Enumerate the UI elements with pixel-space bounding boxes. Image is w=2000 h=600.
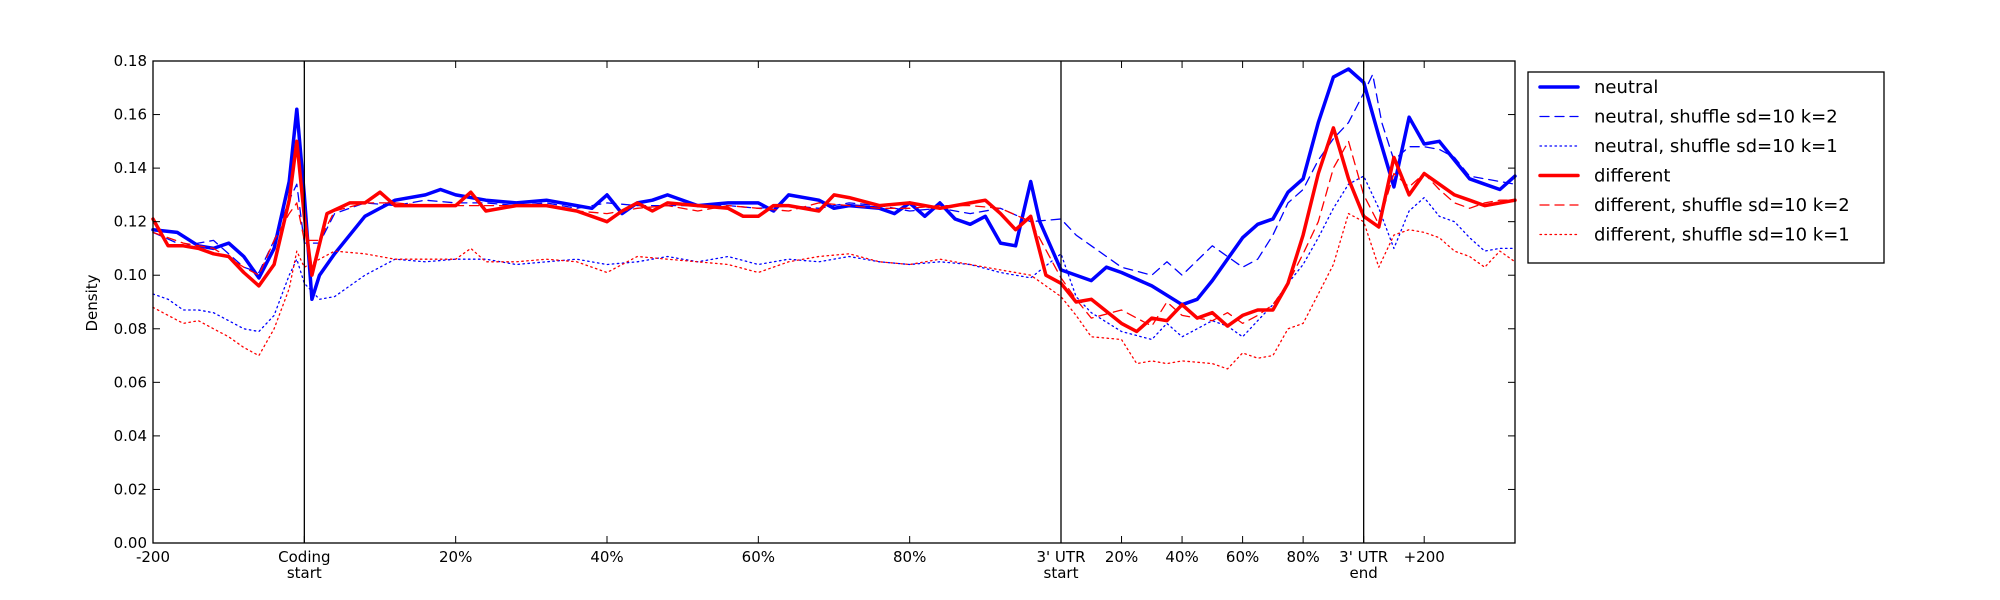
y-tick-label: 0.12 (114, 213, 147, 231)
x-tick-label: start (287, 564, 322, 582)
series-line-3 (152, 175, 1516, 341)
series-line-1 (151, 67, 1517, 307)
y-tick-label: 0.18 (114, 52, 147, 70)
x-tick-label: +200 (1404, 548, 1445, 566)
legend-label-2: neutral, shuffle sd=10 k=2 (1594, 107, 1838, 128)
y-tick-label: 0.06 (114, 373, 147, 391)
legend-label-1: neutral (1594, 77, 1658, 98)
x-tick-label: 3' UTR (1339, 548, 1388, 566)
y-tick-label: 0.16 (114, 106, 147, 124)
series-line-2 (152, 73, 1516, 276)
y-tick-label: 0.14 (114, 159, 147, 177)
series-line-4 (151, 126, 1517, 334)
x-tick-label: 3' UTR (1037, 548, 1086, 566)
x-tick-label: 80% (893, 548, 926, 566)
legend-label-3: neutral, shuffle sd=10 k=1 (1594, 136, 1838, 157)
legend-box (1527, 71, 1885, 264)
y-tick-label: 0.10 (114, 266, 147, 284)
x-tick-label: -200 (136, 548, 170, 566)
x-tick-label: 20% (439, 548, 472, 566)
x-tick-label: 60% (1226, 548, 1259, 566)
x-tick-label: start (1044, 564, 1079, 582)
legend-label-5: different, shuffle sd=10 k=2 (1594, 195, 1850, 216)
x-tick-label: end (1350, 564, 1378, 582)
plot-frame (152, 60, 1516, 544)
y-axis-label: Density (83, 274, 101, 331)
y-tick-label: 0.02 (114, 480, 147, 498)
y-tick-label: 0.04 (114, 427, 147, 445)
x-tick-label: 40% (1165, 548, 1198, 566)
plot-data-layer (151, 67, 1517, 370)
series-line-5 (152, 140, 1516, 327)
x-tick-label: 80% (1286, 548, 1319, 566)
legend-label-4: different (1594, 166, 1670, 187)
x-tick-label: 20% (1105, 548, 1138, 566)
y-tick-label: 0.00 (114, 534, 147, 552)
legend: neutral neutral, shuffle sd=10 k=2 neutral… (1527, 71, 1885, 264)
y-tick-label: 0.08 (114, 320, 147, 338)
x-tick-label: 40% (590, 548, 623, 566)
axes-layer: 0.00 0.02 0.04 0.06 0.08 0.10 0.12 0.14 0.16 0.18… (114, 52, 1516, 582)
legend-label-6: different, shuffle sd=10 k=1 (1594, 225, 1850, 246)
x-tick-label: Coding (278, 548, 330, 566)
x-tick-label: 60% (742, 548, 775, 566)
series-line-6 (152, 212, 1516, 370)
